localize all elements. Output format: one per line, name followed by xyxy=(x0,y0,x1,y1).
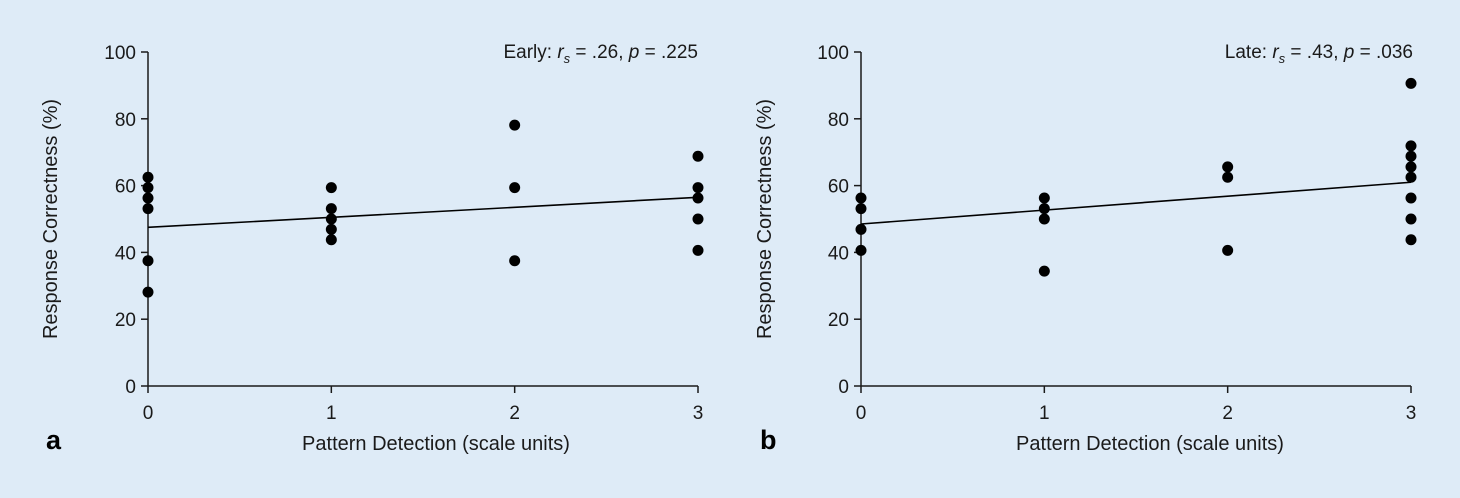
y-tick-label: 80 xyxy=(828,110,849,131)
data-point xyxy=(1405,213,1417,225)
data-point xyxy=(1222,244,1234,256)
data-point xyxy=(1405,171,1417,183)
x-tick-label: 2 xyxy=(509,403,520,424)
x-axis-ticks: 0 1 2 3 xyxy=(856,386,1417,424)
data-points xyxy=(142,119,704,298)
y-axis-label: Response Correctness (%) xyxy=(754,99,776,339)
data-point xyxy=(1405,192,1417,204)
data-point xyxy=(142,255,154,267)
data-point xyxy=(1405,77,1417,89)
data-point xyxy=(325,203,337,215)
y-axis-ticks: 0 20 40 60 80 100 xyxy=(104,43,148,398)
y-tick-label: 20 xyxy=(828,310,849,331)
data-point xyxy=(509,182,521,194)
x-axis-ticks: 0 1 2 3 xyxy=(143,386,704,424)
x-tick-label: 3 xyxy=(1406,403,1417,424)
x-tick-label: 1 xyxy=(1039,403,1050,424)
data-point xyxy=(1222,171,1234,183)
data-point xyxy=(1222,161,1234,173)
data-point xyxy=(692,150,704,162)
data-point xyxy=(855,203,867,215)
data-point xyxy=(325,182,337,194)
x-tick-label: 1 xyxy=(326,403,337,424)
y-tick-label: 40 xyxy=(828,243,849,264)
data-point xyxy=(1405,234,1417,246)
panel-label: a xyxy=(46,425,62,455)
data-point xyxy=(1038,203,1050,215)
y-tick-label: 0 xyxy=(125,377,136,398)
data-point xyxy=(1405,150,1417,162)
x-axis-label: Pattern Detection (scale units) xyxy=(1016,433,1284,455)
data-point xyxy=(692,244,704,256)
y-tick-label: 80 xyxy=(115,110,136,131)
data-points xyxy=(855,77,1417,277)
data-point xyxy=(1405,140,1417,152)
y-tick-label: 40 xyxy=(115,243,136,264)
y-tick-label: 100 xyxy=(104,43,136,64)
data-point xyxy=(855,244,867,256)
data-point xyxy=(325,213,337,225)
stats-annotation: Early: rs = .26, p = .225 xyxy=(503,42,698,66)
data-point xyxy=(142,182,154,194)
data-point xyxy=(142,171,154,183)
data-point xyxy=(855,223,867,235)
data-point xyxy=(325,234,337,246)
x-tick-label: 2 xyxy=(1222,403,1233,424)
x-tick-label: 3 xyxy=(693,403,704,424)
y-tick-label: 100 xyxy=(817,43,849,64)
y-tick-label: 60 xyxy=(828,177,849,198)
data-point xyxy=(509,255,521,267)
data-point xyxy=(142,192,154,204)
data-point xyxy=(692,182,704,194)
data-point xyxy=(692,213,704,225)
panel-a: 0 20 40 60 80 100 0 1 2 3 Pattern Detection (sca… xyxy=(40,42,704,455)
y-axis-ticks: 0 20 40 60 80 100 xyxy=(817,43,861,398)
trend-line xyxy=(147,196,699,229)
data-point xyxy=(325,223,337,235)
y-tick-label: 60 xyxy=(115,177,136,198)
panel-b: 0 20 40 60 80 100 0 1 2 3 Pattern Detection (sca… xyxy=(754,42,1417,455)
data-point xyxy=(509,119,521,131)
data-point xyxy=(142,203,154,215)
data-point xyxy=(1038,265,1050,277)
data-point xyxy=(855,192,867,204)
y-tick-label: 20 xyxy=(115,310,136,331)
y-axis-label: Response Correctness (%) xyxy=(40,99,62,339)
data-point xyxy=(142,286,154,298)
data-point xyxy=(692,192,704,204)
x-axis-label: Pattern Detection (scale units) xyxy=(302,433,570,455)
y-tick-label: 0 xyxy=(838,377,849,398)
data-point xyxy=(1405,161,1417,173)
panel-label: b xyxy=(760,425,777,455)
x-tick-label: 0 xyxy=(856,403,867,424)
trend-line xyxy=(860,181,1412,225)
data-point xyxy=(1038,192,1050,204)
x-tick-label: 0 xyxy=(143,403,154,424)
data-point xyxy=(1038,213,1050,225)
stats-annotation: Late: rs = .43, p = .036 xyxy=(1225,42,1413,66)
